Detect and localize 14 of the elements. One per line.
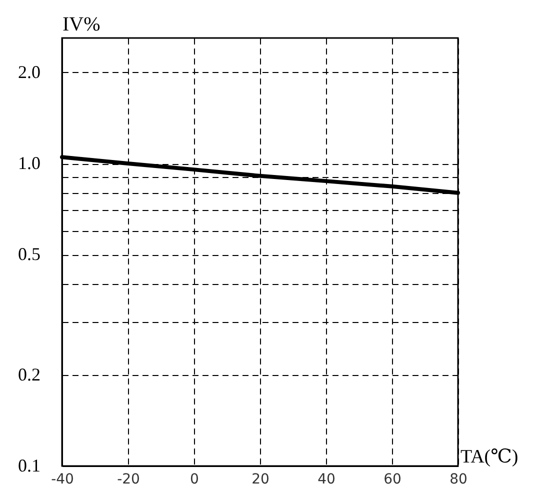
y-tick-label: 0.2 <box>18 364 40 384</box>
x-tick-label: 80 <box>450 472 468 488</box>
x-tick-label: -20 <box>117 472 140 488</box>
x-tick-label: 20 <box>252 472 270 488</box>
x-tick-label: -40 <box>51 472 74 488</box>
y-axis-title: IV% <box>62 14 100 36</box>
y-tick-label: 0.5 <box>18 244 40 264</box>
y-tick-label: 0.1 <box>18 456 40 476</box>
y-tick-label: 1.0 <box>18 153 40 174</box>
x-tick-label: 0 <box>190 472 199 488</box>
x-axis-title: TA(℃) <box>460 446 518 468</box>
x-tick-label: 60 <box>384 472 402 488</box>
y-tick-label: 2.0 <box>18 62 40 82</box>
x-tick-label: 40 <box>318 472 336 488</box>
